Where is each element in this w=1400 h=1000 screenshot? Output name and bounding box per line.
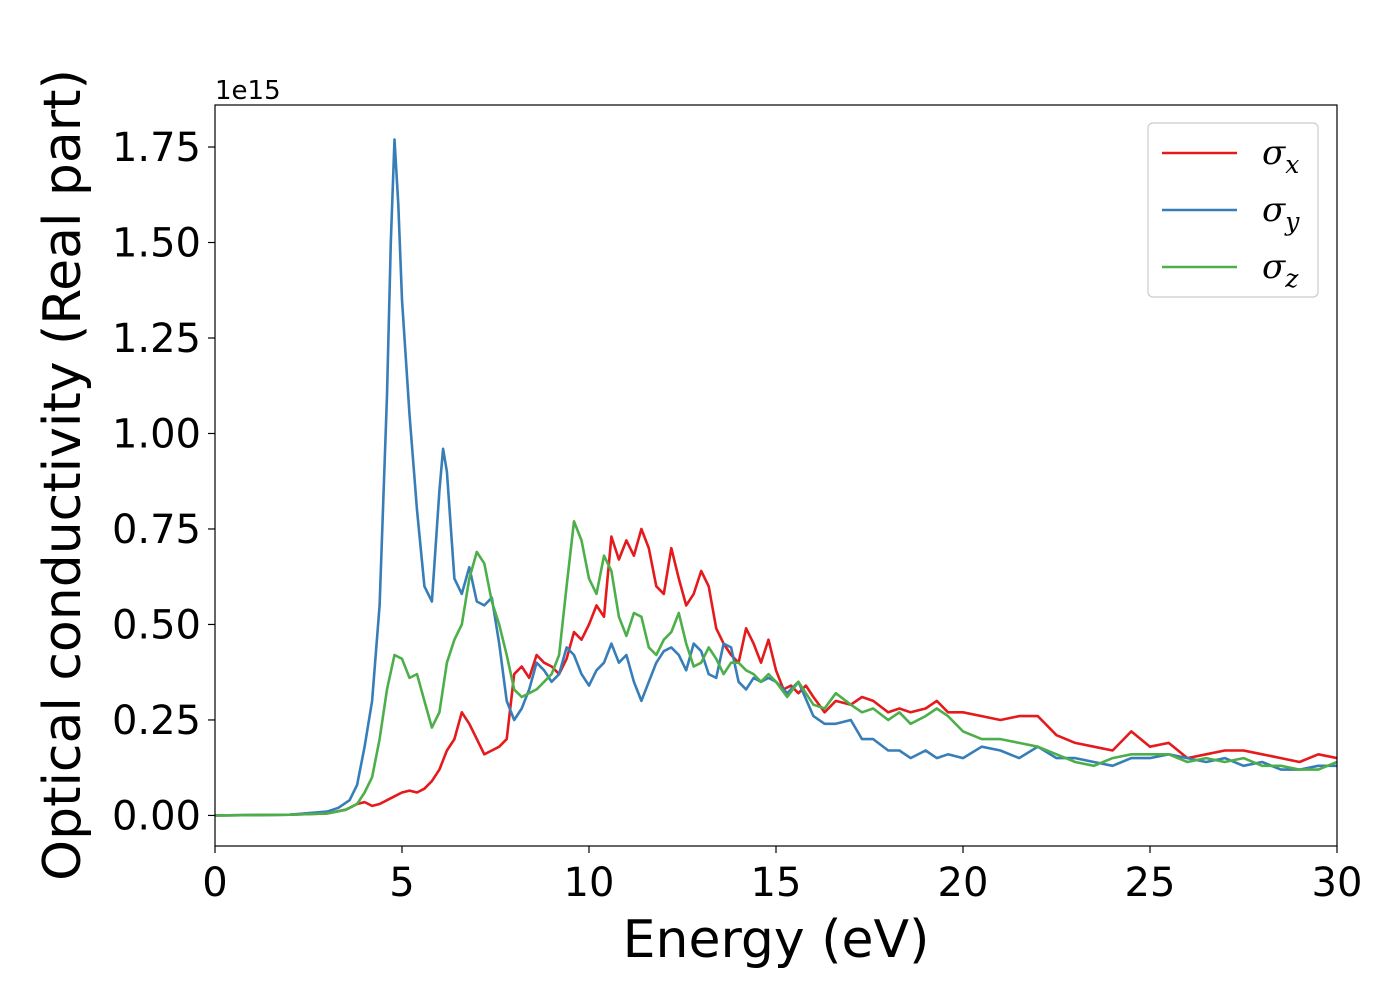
series-line-x — [215, 527, 1337, 817]
x-axis-label: Energy (eV) — [623, 910, 930, 970]
y-tick-label: 1.00 — [112, 411, 201, 457]
y-axis: 0.00 0.25 0.50 0.75 1.00 1.25 1.50 1.75 — [112, 125, 215, 839]
y-tick-label: 0.00 — [112, 793, 201, 839]
legend-label: σz — [1262, 247, 1299, 293]
y-tick-label: 0.50 — [112, 602, 201, 648]
y-axis-label: Optical conductivity (Real part) — [33, 69, 93, 881]
y-tick-label: 1.25 — [112, 316, 201, 362]
y-tick-label: 0.25 — [112, 698, 201, 744]
legend-label: σy — [1262, 190, 1300, 236]
y-tick-label: 1.75 — [112, 125, 201, 171]
y-offset-label: 1e15 — [215, 76, 281, 106]
x-tick-label: 10 — [564, 860, 615, 906]
x-tick-label: 30 — [1312, 860, 1363, 906]
x-tick-label: 0 — [202, 860, 227, 906]
legend: σx σy σz — [1147, 122, 1319, 298]
legend-label: σx — [1262, 133, 1299, 179]
series-line-y — [215, 138, 1337, 817]
x-tick-label: 5 — [389, 860, 414, 906]
x-tick-label: 25 — [1125, 860, 1176, 906]
y-tick-label: 0.75 — [112, 507, 201, 553]
series-line-z — [215, 519, 1337, 817]
x-tick-label: 20 — [938, 860, 989, 906]
x-axis: 0 5 10 15 20 25 30 — [202, 846, 1362, 906]
y-tick-label: 1.50 — [112, 221, 201, 267]
x-tick-label: 15 — [751, 860, 802, 906]
series-layer — [215, 138, 1337, 817]
